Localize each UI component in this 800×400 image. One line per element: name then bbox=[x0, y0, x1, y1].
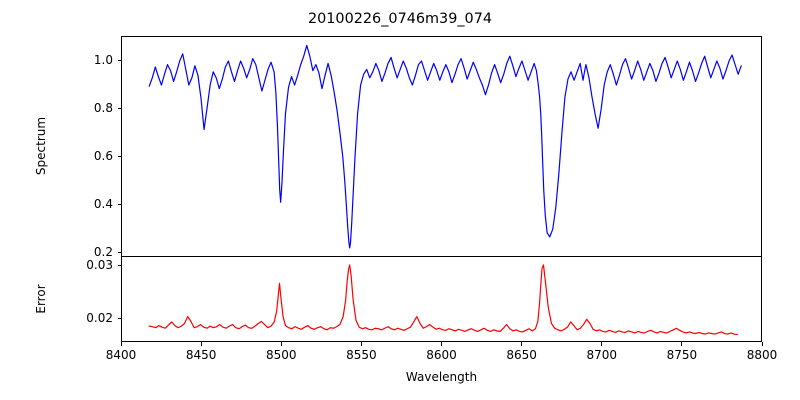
spectrum-ytick-mark bbox=[117, 251, 121, 253]
x-tick-mark bbox=[681, 342, 683, 346]
x-tick-label: 8400 bbox=[105, 348, 137, 362]
error-ytick-mark bbox=[117, 264, 121, 267]
x-tick-mark bbox=[441, 342, 443, 346]
x-tick-label: 8600 bbox=[426, 348, 457, 362]
spectrum-ytick-label: 0.8 bbox=[93, 101, 113, 116]
error-ytick-label: 0.03 bbox=[86, 258, 113, 273]
error-ytick-mark bbox=[117, 317, 121, 319]
x-tick-mark bbox=[761, 342, 763, 346]
spectrum-plot-area bbox=[121, 36, 762, 257]
spectrum-ytick-label: 1.0 bbox=[93, 53, 113, 68]
x-tick-mark bbox=[200, 342, 202, 346]
spectrum-line bbox=[148, 44, 742, 249]
x-tick-mark bbox=[280, 342, 282, 346]
spectrum-ytick-mark bbox=[117, 107, 121, 109]
spectrum-ytick-mark bbox=[117, 155, 121, 157]
spectrum-ytick-mark bbox=[117, 203, 121, 205]
spectrum-ytick-mark bbox=[117, 59, 121, 61]
x-tick-mark bbox=[521, 342, 523, 346]
x-tick-mark bbox=[360, 342, 362, 346]
error-ytick-label: 0.02 bbox=[86, 311, 113, 326]
x-tick-label: 8700 bbox=[586, 348, 618, 362]
x-tick-label: 8800 bbox=[746, 348, 778, 362]
x-tick-label: 8650 bbox=[506, 348, 537, 362]
spectrum-y-axis-label: Spectrum bbox=[34, 116, 48, 176]
error-line bbox=[148, 264, 738, 336]
x-tick-mark bbox=[601, 342, 603, 346]
figure-title: 20100226_0746m39_074 bbox=[307, 11, 493, 27]
x-axis-label: Wavelength bbox=[405, 370, 478, 384]
x-tick-mark bbox=[120, 342, 122, 346]
spectrum-ytick-label: 0.2 bbox=[93, 245, 113, 260]
x-tick-label: 8500 bbox=[265, 348, 297, 362]
x-tick-label: 8550 bbox=[346, 348, 377, 362]
error-plot-area bbox=[121, 256, 762, 342]
x-tick-label: 8450 bbox=[185, 348, 217, 362]
spectrum-ytick-label: 0.6 bbox=[93, 149, 113, 164]
spectrum-ytick-label: 0.4 bbox=[93, 197, 113, 212]
x-tick-label: 8750 bbox=[666, 348, 698, 362]
